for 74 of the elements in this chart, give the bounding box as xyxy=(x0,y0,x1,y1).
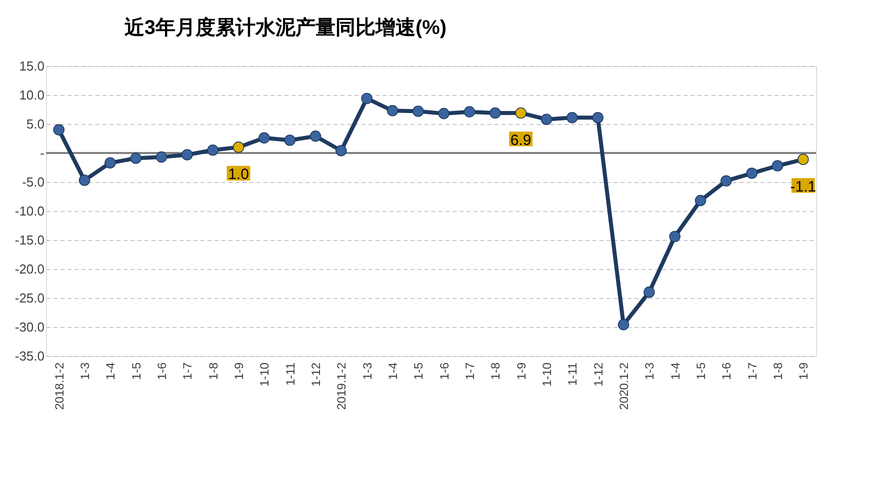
point xyxy=(746,168,758,179)
data-label: 6.9 xyxy=(510,132,532,149)
y-tick-label: 5.0 xyxy=(26,116,44,132)
x-tick-label: 1-4 xyxy=(668,362,682,380)
point xyxy=(490,107,501,119)
point xyxy=(412,106,424,117)
x-tick-label: 1-8 xyxy=(771,362,785,380)
x-tick-label: 1-3 xyxy=(78,362,92,380)
y-tick-label: -25.0 xyxy=(14,290,44,306)
point xyxy=(361,92,372,104)
x-tick-label: 1-6 xyxy=(437,362,452,380)
point xyxy=(386,105,398,116)
y-tick-label: -20.0 xyxy=(14,262,44,276)
point xyxy=(258,132,270,144)
point xyxy=(772,160,784,172)
point xyxy=(207,144,218,156)
x-tick-label: 1-11 xyxy=(283,362,298,386)
y-tick-label: 15.0 xyxy=(19,58,44,74)
x-tick-label: 1-9 xyxy=(232,362,246,380)
x-tick-label: 1-6 xyxy=(155,362,169,380)
x-tick-label: 1-12 xyxy=(309,362,323,387)
data-label: 1.0 xyxy=(228,166,249,184)
point xyxy=(182,149,193,160)
x-tick-label: 1-10 xyxy=(258,362,272,387)
point xyxy=(464,106,476,118)
y-tick-label: -35.0 xyxy=(14,348,44,364)
point xyxy=(438,108,450,120)
y-tick-label: -30.0 xyxy=(14,320,44,334)
y-tick-label: -5.0 xyxy=(22,174,44,190)
point xyxy=(798,154,809,166)
y-tick-label: - xyxy=(40,146,44,160)
x-tick-label: 1-9 xyxy=(796,362,811,380)
point xyxy=(284,134,296,146)
point xyxy=(78,174,90,186)
point xyxy=(156,151,168,163)
point xyxy=(515,107,526,119)
x-tick-label: 1-5 xyxy=(694,362,708,380)
x-tick-label: 1-3 xyxy=(642,362,657,380)
x-tick-label: 2018.1-2 xyxy=(52,362,66,410)
point xyxy=(644,286,655,298)
x-tick-label: 1-4 xyxy=(104,362,118,380)
point xyxy=(104,157,116,168)
x-tick-label: 1-8 xyxy=(206,362,220,380)
y-tick-label: -10.0 xyxy=(14,204,44,218)
x-tick-label: 2020.1-2 xyxy=(617,362,631,410)
point xyxy=(130,152,142,164)
y-tick-label: -15.0 xyxy=(14,232,44,248)
x-tick-label: 1-4 xyxy=(386,362,400,380)
point xyxy=(720,175,732,186)
point xyxy=(618,319,630,330)
chart-title: 近3年月度累计水泥产量同比增速(%) xyxy=(123,16,447,39)
x-tick-label: 1-10 xyxy=(540,362,554,387)
x-tick-label: 1-5 xyxy=(129,362,144,380)
point xyxy=(540,114,552,125)
x-tick-label: 1-5 xyxy=(412,362,426,380)
x-tick-label: 2019.1-2 xyxy=(334,362,349,410)
point xyxy=(232,142,244,153)
x-tick-label: 1-3 xyxy=(360,362,374,380)
x-tick-label: 1-12 xyxy=(591,362,606,387)
x-tick-label: 1-7 xyxy=(745,362,760,380)
point xyxy=(566,112,578,124)
point xyxy=(336,145,347,156)
point xyxy=(694,194,706,206)
point xyxy=(592,112,604,124)
x-tick-label: 1-6 xyxy=(720,362,734,380)
x-tick-label: 1-11 xyxy=(566,362,580,386)
x-tick-label: 1-7 xyxy=(180,362,195,380)
point xyxy=(53,124,64,136)
point xyxy=(310,130,322,142)
x-tick-label: 1-8 xyxy=(488,362,503,380)
y-tick-label: 10.0 xyxy=(19,88,44,102)
point xyxy=(669,230,680,242)
x-tick-label: 1-9 xyxy=(514,362,528,380)
x-tick-label: 1-7 xyxy=(463,362,477,380)
